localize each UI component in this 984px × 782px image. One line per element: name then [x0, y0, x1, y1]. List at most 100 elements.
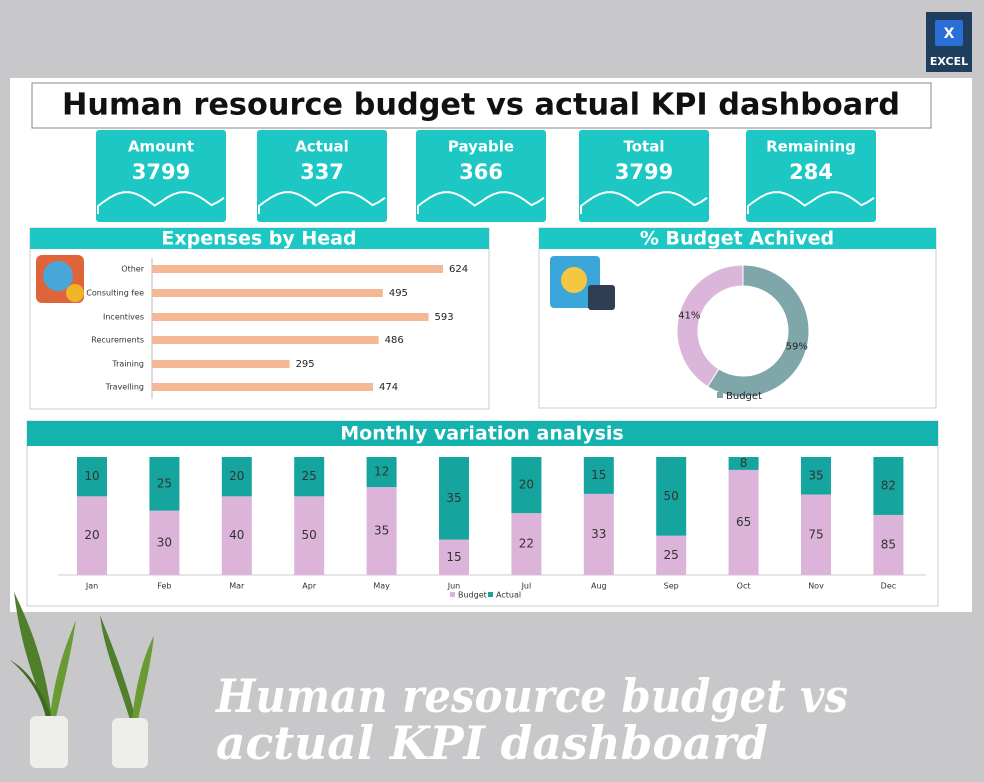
badge-label: EXCEL: [930, 55, 968, 68]
segment-label: 75: [808, 527, 823, 541]
bar: [152, 289, 383, 297]
badge-icon: [935, 20, 963, 46]
x-tick-label: Oct: [737, 582, 751, 591]
kpi-value: 366: [459, 160, 503, 184]
segment-label: 25: [664, 548, 679, 562]
x-tick-label: Apr: [302, 582, 317, 591]
plant-decoration: [10, 592, 154, 768]
monthly-header: [27, 421, 938, 446]
kpi-sparkline: [417, 191, 545, 214]
segment-label: 25: [302, 469, 317, 483]
bar: [152, 336, 379, 344]
segment-label: 50: [302, 528, 317, 542]
category-label: Other: [121, 265, 144, 274]
badge-x: X: [944, 26, 955, 42]
segment-label: 15: [591, 468, 606, 482]
bar-segment: [873, 457, 904, 515]
bar: [152, 383, 374, 391]
x-tick-label: May: [373, 582, 390, 591]
bar: [152, 313, 429, 321]
segment-label: 35: [808, 468, 823, 482]
kpi-label: Amount: [128, 138, 194, 156]
kpi-card: [257, 130, 387, 222]
bar-segment: [221, 496, 252, 575]
value-label: 624: [449, 264, 468, 275]
bar-segment: [439, 457, 469, 540]
x-tick-label: Aug: [591, 582, 607, 591]
bar-segment: [149, 457, 180, 511]
kpi-card: [416, 130, 546, 222]
slice-label: 41%: [678, 310, 700, 321]
segment-label: 85: [881, 537, 896, 551]
segment-label: 82: [881, 478, 896, 492]
budget-icon-coin: [561, 267, 587, 293]
kpi-value: 3799: [615, 160, 673, 184]
bar-segment: [728, 469, 759, 575]
expense-icon-coin: [66, 284, 84, 302]
segment-label: 33: [591, 527, 606, 541]
legend-swatch: [488, 592, 493, 597]
chart-title: Expenses by Head: [161, 228, 356, 250]
x-tick-label: Jun: [447, 582, 461, 591]
segment-label: 8: [740, 456, 748, 470]
value-label: 486: [385, 335, 404, 346]
x-tick-label: Nov: [808, 582, 824, 591]
kpi-sparkline: [97, 191, 225, 214]
segment-label: 20: [84, 528, 99, 542]
donut-slice: [676, 264, 744, 388]
bar-segment: [149, 510, 180, 575]
kpi-card: [746, 130, 876, 222]
kpi-sparkline: [580, 191, 708, 214]
x-tick-label: Feb: [157, 582, 171, 591]
expenses-header: [30, 228, 489, 249]
bar-segment: [77, 496, 107, 575]
value-label: 593: [435, 312, 454, 323]
bar-segment: [511, 457, 542, 514]
legend-swatch: [450, 592, 455, 597]
bar-segment: [77, 457, 107, 497]
category-label: Incentives: [103, 313, 144, 322]
bar-segment: [656, 535, 687, 575]
caption-line: actual KPI dashboard: [216, 716, 768, 770]
kpi-value: 284: [789, 160, 833, 184]
bar-segment: [439, 539, 469, 575]
segment-label: 20: [519, 478, 534, 492]
bar-segment: [728, 457, 759, 470]
bar-segment: [294, 496, 325, 575]
bar: [152, 360, 290, 368]
segment-label: 10: [84, 469, 99, 483]
kpi-value: 337: [300, 160, 344, 184]
kpi-value: 3799: [132, 160, 190, 184]
segment-label: 65: [736, 515, 751, 529]
bar-segment: [511, 513, 542, 575]
segment-label: 12: [374, 465, 389, 479]
bar-segment: [656, 457, 687, 536]
title-box: [31, 82, 932, 129]
segment-label: 15: [446, 550, 461, 564]
kpi-sparkline: [747, 191, 875, 214]
bar-segment: [583, 493, 614, 575]
bar: [152, 265, 443, 273]
legend-label: Actual: [496, 591, 521, 600]
budget-icon-calc: [588, 285, 615, 310]
segment-label: 35: [446, 491, 461, 505]
segment-label: 40: [229, 528, 244, 542]
x-tick-label: Sep: [664, 582, 679, 591]
legend-label: Budget: [726, 391, 762, 402]
kpi-label: Actual: [295, 138, 349, 156]
category-label: Consulting fee: [86, 289, 144, 298]
bar-segment: [221, 457, 252, 497]
legend-label: Budget: [458, 591, 487, 600]
chart-title: Monthly variation analysis: [340, 423, 624, 445]
segment-label: 22: [519, 537, 534, 551]
bar-segment: [366, 457, 397, 488]
value-label: 495: [389, 288, 408, 299]
category-label: Recurements: [91, 336, 144, 345]
segment-label: 20: [229, 469, 244, 483]
legend-swatch: [717, 392, 723, 398]
bar-segment: [801, 457, 831, 495]
kpi-card: [579, 130, 709, 222]
budget-header: [539, 228, 936, 249]
kpi-card: [96, 130, 226, 222]
